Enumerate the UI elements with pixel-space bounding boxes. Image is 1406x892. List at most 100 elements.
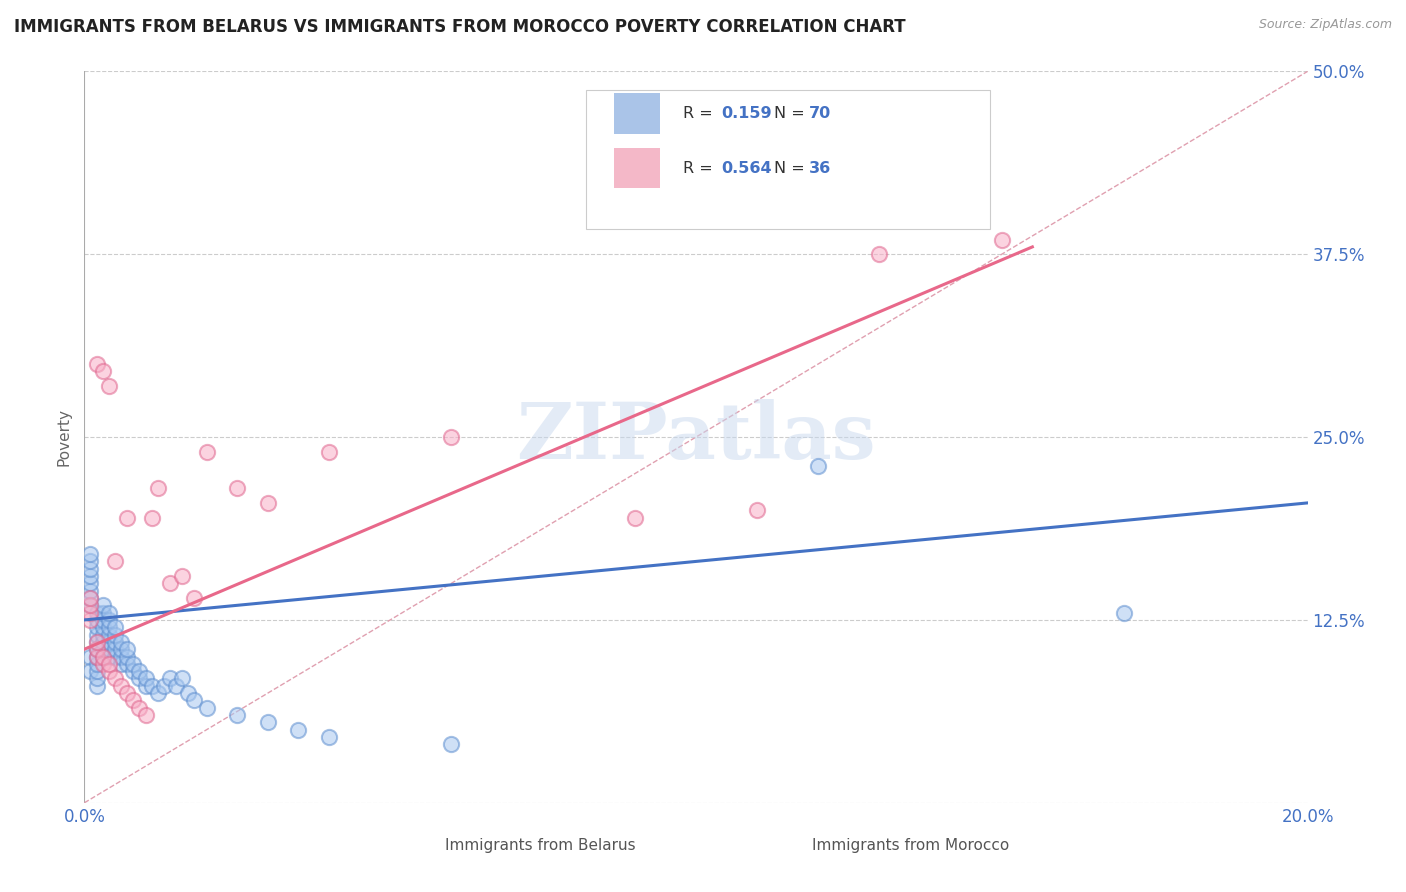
- Point: [110, 635, 132, 649]
- Text: Source: ZipAtlas.com: Source: ZipAtlas.com: [1258, 18, 1392, 31]
- Text: N =: N =: [775, 106, 806, 121]
- Point: [440, 430, 463, 444]
- Point: [86, 635, 108, 649]
- Point: [146, 481, 169, 495]
- Point: [135, 672, 157, 686]
- Point: [86, 679, 108, 693]
- Point: [79, 554, 101, 568]
- Point: [115, 657, 138, 671]
- Text: 0.159: 0.159: [721, 106, 772, 121]
- Point: [110, 649, 132, 664]
- Point: [104, 627, 127, 641]
- Point: [91, 657, 114, 671]
- Point: [991, 233, 1014, 247]
- Point: [115, 510, 138, 524]
- Point: [624, 510, 647, 524]
- Point: [172, 569, 194, 583]
- Point: [122, 693, 145, 707]
- Point: [195, 444, 218, 458]
- Point: [97, 620, 120, 634]
- Point: [79, 591, 101, 605]
- Point: [86, 635, 108, 649]
- Point: [135, 708, 157, 723]
- Point: [97, 606, 120, 620]
- FancyBboxPatch shape: [586, 89, 990, 228]
- Point: [91, 642, 114, 657]
- Text: N =: N =: [775, 161, 806, 176]
- Point: [79, 606, 101, 620]
- Point: [79, 649, 101, 664]
- Point: [79, 613, 101, 627]
- Text: ZIPatlas: ZIPatlas: [516, 399, 876, 475]
- Point: [141, 510, 163, 524]
- FancyBboxPatch shape: [391, 834, 433, 856]
- Point: [86, 606, 108, 620]
- Point: [747, 503, 769, 517]
- Point: [128, 664, 150, 678]
- Y-axis label: Poverty: Poverty: [56, 408, 72, 467]
- Text: R =: R =: [682, 106, 717, 121]
- Point: [97, 642, 120, 657]
- Point: [104, 672, 127, 686]
- Text: 36: 36: [808, 161, 831, 176]
- Text: R =: R =: [682, 161, 717, 176]
- Point: [183, 693, 205, 707]
- Point: [91, 599, 114, 613]
- Point: [91, 649, 114, 664]
- Point: [97, 613, 120, 627]
- Point: [172, 672, 194, 686]
- Point: [104, 642, 127, 657]
- Point: [91, 364, 114, 378]
- Point: [79, 562, 101, 576]
- Point: [115, 642, 138, 657]
- Point: [86, 649, 108, 664]
- Point: [97, 657, 120, 671]
- Point: [287, 723, 309, 737]
- Text: Immigrants from Morocco: Immigrants from Morocco: [813, 838, 1010, 853]
- FancyBboxPatch shape: [614, 148, 661, 188]
- Point: [86, 642, 108, 657]
- Point: [869, 247, 891, 261]
- Point: [97, 664, 120, 678]
- Point: [86, 657, 108, 671]
- Text: 70: 70: [808, 106, 831, 121]
- Point: [115, 686, 138, 700]
- Point: [86, 357, 108, 371]
- Point: [91, 620, 114, 634]
- Point: [159, 672, 181, 686]
- Point: [86, 627, 108, 641]
- Point: [86, 620, 108, 634]
- FancyBboxPatch shape: [614, 94, 661, 134]
- Point: [128, 700, 150, 714]
- Point: [79, 591, 101, 605]
- Point: [165, 679, 187, 693]
- Point: [257, 715, 280, 730]
- Point: [110, 679, 132, 693]
- Point: [146, 686, 169, 700]
- Point: [135, 679, 157, 693]
- Point: [104, 649, 127, 664]
- Point: [79, 599, 101, 613]
- Point: [86, 649, 108, 664]
- Text: 0.564: 0.564: [721, 161, 772, 176]
- Point: [86, 642, 108, 657]
- Point: [159, 576, 181, 591]
- Point: [257, 496, 280, 510]
- Point: [195, 700, 218, 714]
- Point: [79, 599, 101, 613]
- Point: [226, 708, 249, 723]
- FancyBboxPatch shape: [758, 834, 800, 856]
- Point: [318, 730, 340, 744]
- Point: [86, 664, 108, 678]
- Point: [79, 547, 101, 561]
- Point: [115, 649, 138, 664]
- Point: [91, 613, 114, 627]
- Point: [183, 591, 205, 605]
- Point: [226, 481, 249, 495]
- Point: [122, 657, 145, 671]
- Point: [79, 664, 101, 678]
- Point: [122, 664, 145, 678]
- Point: [104, 620, 127, 634]
- Point: [104, 554, 127, 568]
- Point: [1114, 606, 1136, 620]
